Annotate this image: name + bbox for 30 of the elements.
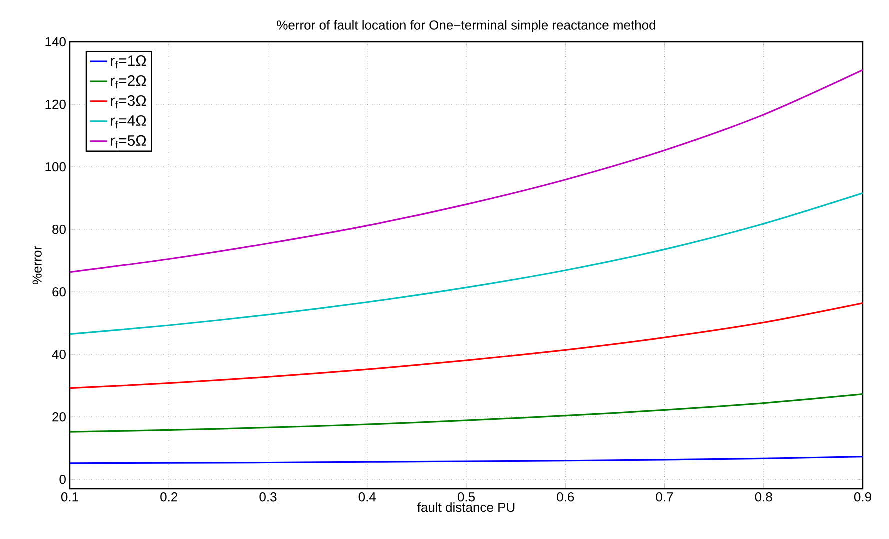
y-tick-label: 60 bbox=[52, 287, 66, 297]
legend-label: r$_{f}$=3Ω bbox=[111, 95, 146, 109]
line-series bbox=[70, 192, 863, 336]
y-tick-label: 0 bbox=[60, 475, 66, 484]
x-tick-label: 0.3 bbox=[260, 492, 277, 502]
y-tick-label: 40 bbox=[52, 350, 66, 360]
legend-label: r$_{f}$=2Ω bbox=[111, 76, 146, 89]
x-tick-label: 0.8 bbox=[755, 492, 772, 502]
x-axis-title: fault distance PU bbox=[418, 502, 515, 512]
legend-label: r$_{f}$=1Ω bbox=[111, 56, 146, 69]
chart-title: %error of fault location for One−terminal simple reactance method bbox=[277, 20, 656, 32]
legend-label: r$_{f}$=5Ω bbox=[111, 135, 146, 149]
x-tick-label: 0.7 bbox=[656, 492, 674, 502]
x-tick-label: 0.5 bbox=[458, 492, 475, 502]
x-tick-label: 0.2 bbox=[160, 492, 178, 502]
x-tick-label: 0.6 bbox=[557, 492, 574, 502]
line-series bbox=[70, 456, 863, 464]
x-tick-label: 0.1 bbox=[61, 492, 78, 502]
line-series bbox=[70, 393, 863, 433]
y-tick-label: 100 bbox=[46, 162, 66, 172]
y-tick-label: 140 bbox=[46, 37, 66, 47]
line-series bbox=[70, 69, 863, 274]
legend-label: r$_{f}$=4Ω bbox=[111, 115, 146, 129]
y-tick-label: 80 bbox=[52, 224, 66, 234]
y-axis-title: %error bbox=[32, 246, 42, 285]
y-tick-label: 120 bbox=[46, 100, 66, 110]
y-tick-label: 20 bbox=[52, 412, 66, 422]
x-tick-label: 0.9 bbox=[854, 492, 872, 502]
line-series bbox=[70, 302, 863, 390]
x-tick-label: 0.4 bbox=[358, 492, 376, 502]
